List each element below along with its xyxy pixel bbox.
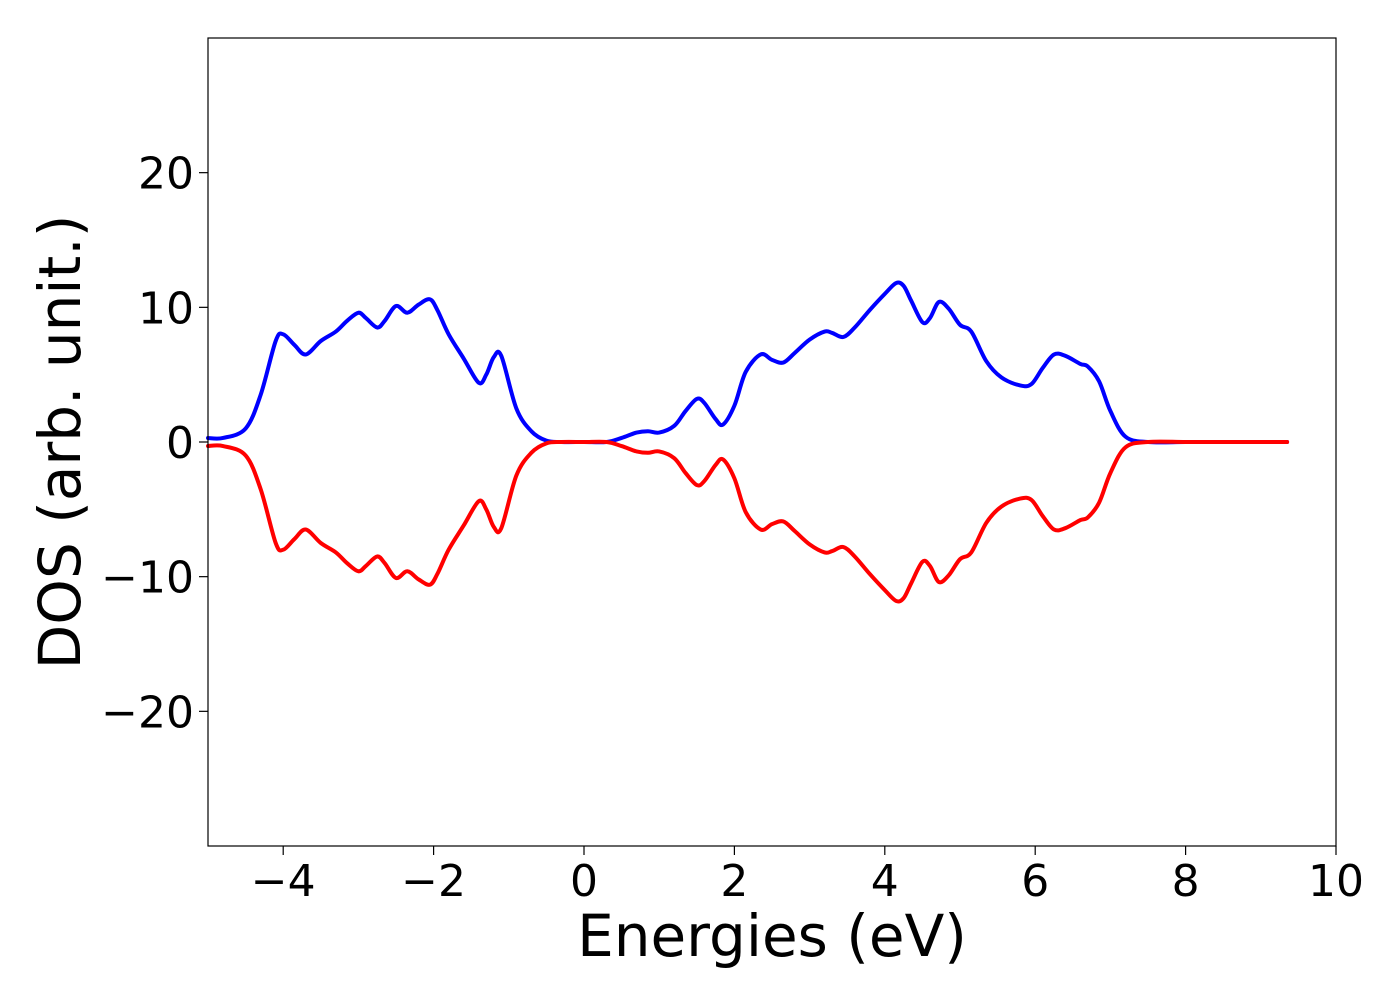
x-tick-label: −2 [401,856,466,907]
x-tick-label: −4 [251,856,316,907]
x-axis-label: Energies (eV) [577,902,967,970]
x-tick-label: 8 [1172,856,1200,907]
x-tick-label: 0 [570,856,598,907]
y-tick-label: 0 [166,418,194,469]
x-tick-label: 4 [871,856,899,907]
series-layer [206,280,1290,604]
x-tick-label: 2 [720,856,748,907]
x-tick-label: 6 [1021,856,1049,907]
series-line-spin-down [206,439,1290,604]
y-tick-label: 20 [138,149,194,200]
y-tick-label: −10 [101,553,194,604]
series-line-spin-up [206,280,1290,445]
x-tick-label: 10 [1308,856,1364,907]
y-axis-label: DOS (arb. unit.) [26,215,94,670]
y-tick-label: 10 [138,283,194,334]
y-tick-label: −20 [101,687,194,738]
